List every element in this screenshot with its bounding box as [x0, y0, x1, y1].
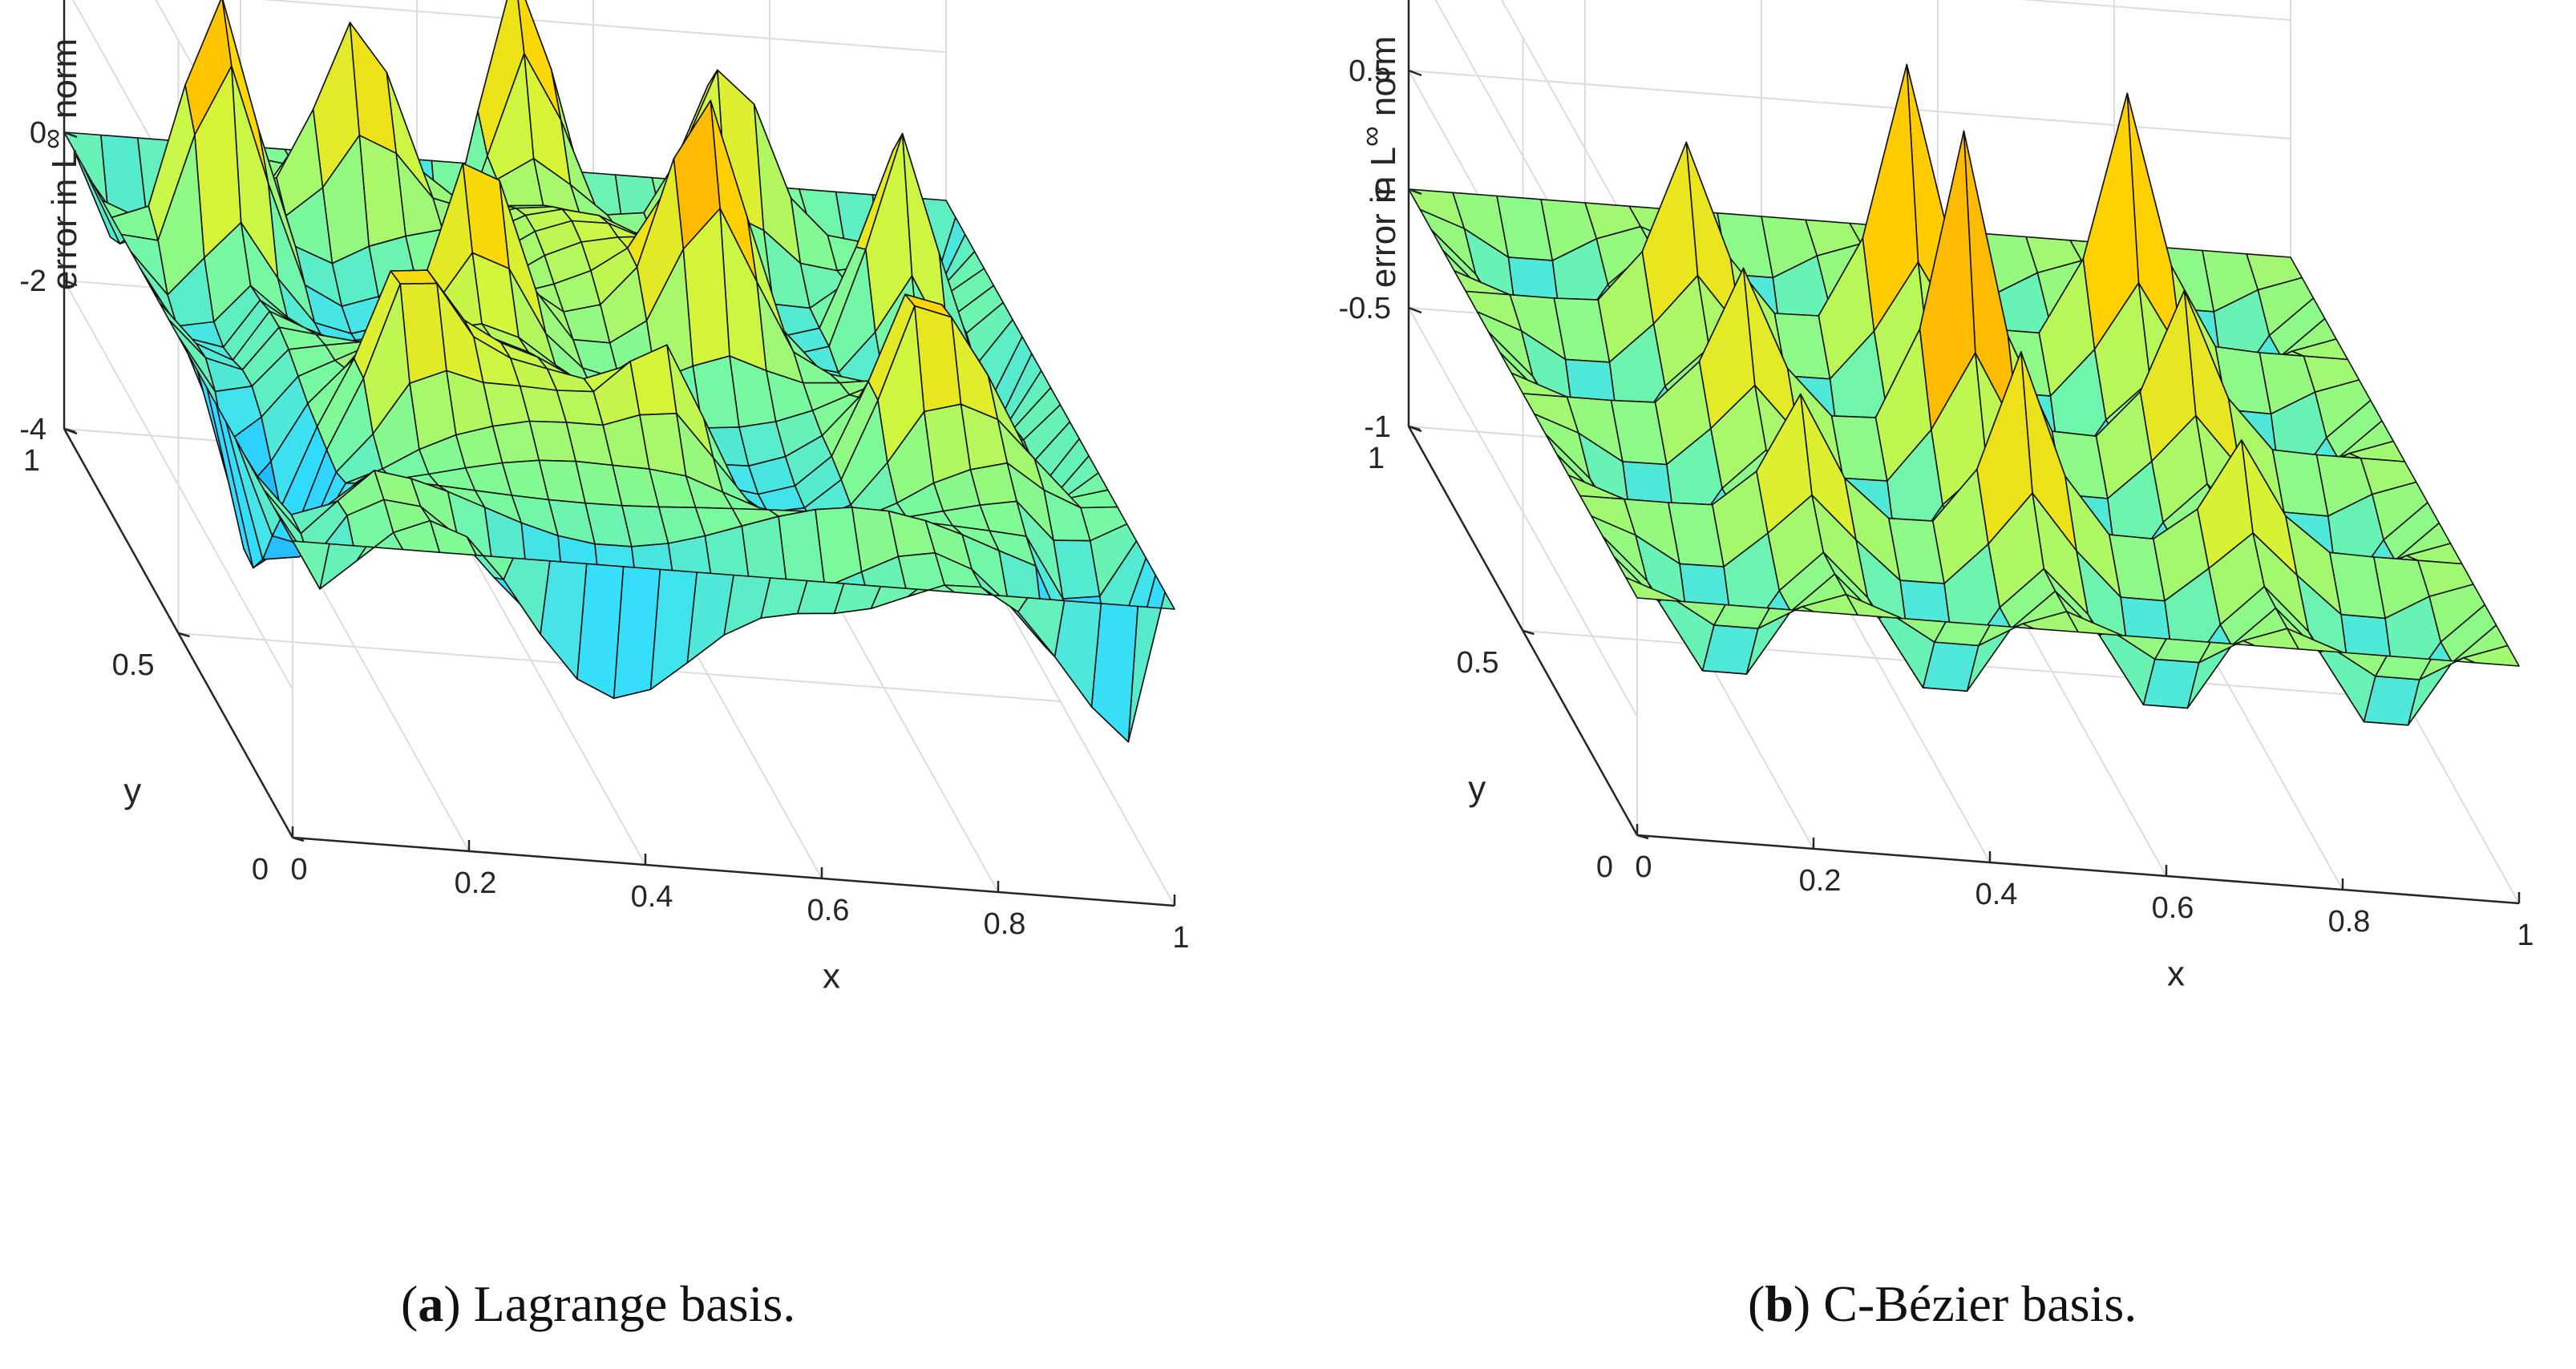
- caption-b: (b) C-Bézier basis.: [1748, 1275, 2137, 1332]
- axes: 00.20.40.60.8100.51-1-0.500.511.5×10-5xy…: [1339, 0, 2534, 994]
- x-tick-label: 0.2: [1799, 864, 1842, 898]
- surface-patch: [1625, 576, 1682, 603]
- z-tick: [63, 279, 78, 287]
- panel-b: 00.20.40.60.8100.51-1-0.500.511.5×10-5xy…: [1339, 0, 2534, 994]
- grid-line: [1501, 0, 1638, 243]
- y-tick: [292, 836, 305, 842]
- x-tick-label: 0.4: [1975, 878, 2018, 911]
- y-tick: [178, 632, 190, 638]
- z-tick-label: 0.5: [1349, 55, 1391, 88]
- z-tick: [1408, 306, 1422, 314]
- y-tick-label: 0.5: [1457, 646, 1499, 680]
- x-tick-label: 0.4: [631, 880, 673, 914]
- z-tick-label: -2: [19, 265, 47, 298]
- y-tick-label: 0.5: [112, 648, 155, 682]
- y-tick-label: 1: [23, 444, 40, 478]
- x-tick-label: 1: [2517, 919, 2534, 952]
- y-tick-label: 0: [1596, 850, 1613, 884]
- caption-a: (a) Lagrange basis.: [401, 1275, 795, 1332]
- x-tick-label: 0.6: [2152, 891, 2194, 925]
- z-tick-label: -4: [19, 413, 47, 446]
- z-tick: [1408, 69, 1422, 77]
- x-axis-label: x: [2167, 955, 2185, 994]
- x-axis: [1636, 834, 2520, 905]
- z-tick-label: 2: [30, 0, 47, 2]
- y-axis-label: y: [1468, 769, 1486, 809]
- x-tick-label: 0.6: [807, 894, 850, 927]
- z-tick-label: -0.5: [1339, 292, 1391, 325]
- z-tick: [63, 427, 78, 435]
- z-tick-label: 0: [30, 116, 47, 150]
- z-tick: [1408, 188, 1422, 196]
- x-tick-label: 1: [1172, 921, 1189, 955]
- x-tick-label: 0.8: [2328, 905, 2371, 939]
- y-axis-label: y: [123, 772, 141, 811]
- y-tick-label: 0: [252, 853, 269, 886]
- y-tick-label: 1: [1368, 442, 1385, 475]
- y-tick: [1636, 834, 1649, 840]
- z-tick-label: 0: [1374, 173, 1391, 207]
- z-tick: [1408, 425, 1422, 433]
- x-tick-label: 0.8: [984, 907, 1026, 941]
- x-tick-label: 0: [1635, 850, 1652, 884]
- z-tick-label: -1: [1364, 410, 1391, 444]
- z-axis-label: error in L∞ norm: [1354, 36, 1403, 288]
- surface: [63, 0, 1175, 743]
- surface-patch: [282, 523, 330, 590]
- y-tick: [1523, 629, 1535, 636]
- x-axis: [292, 836, 1175, 907]
- surface: [1408, 63, 2520, 726]
- z-axis-label: error in L∞ norm: [35, 38, 84, 290]
- x-axis-label: x: [823, 957, 840, 996]
- z-tick: [63, 131, 78, 139]
- x-tick-label: 0.2: [455, 866, 497, 900]
- x-tick-label: 0: [290, 853, 307, 886]
